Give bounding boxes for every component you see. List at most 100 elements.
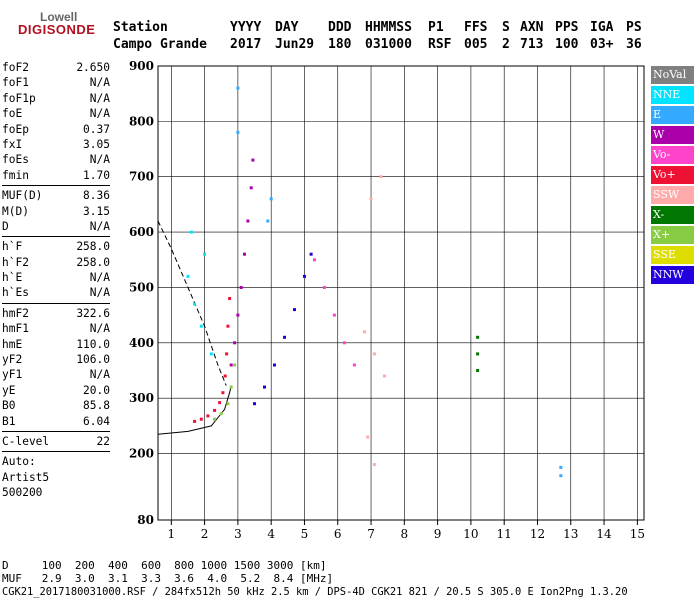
- echo-point: [476, 369, 480, 372]
- echo-point: [332, 313, 336, 317]
- echo-point: [251, 158, 255, 162]
- legend-item-noval: NoVal: [651, 66, 694, 84]
- direction-legend: NoVal NNE E W Vo- Vo+ SSW X- X+ SSE NNW: [651, 66, 694, 286]
- header-label-p1: P1: [428, 20, 444, 35]
- x-tick-label: 5: [301, 527, 309, 541]
- y-tick-label: 800: [129, 114, 154, 128]
- echo-point: [236, 86, 240, 90]
- profile-solid-line: [157, 385, 232, 435]
- series-oblique-ssw: [362, 175, 386, 467]
- echo-point: [233, 363, 237, 367]
- param-row: D N/A: [2, 219, 110, 234]
- echo-point: [225, 352, 229, 356]
- y-tick-label: 600: [129, 225, 154, 239]
- echo-point: [223, 374, 227, 378]
- header-label-yyyy: YYYY: [230, 20, 262, 35]
- echo-point: [313, 258, 316, 262]
- echo-point: [372, 463, 376, 467]
- param-name: foEs: [2, 153, 29, 167]
- echo-point: [342, 341, 346, 345]
- y-tick-label: 300: [129, 391, 154, 405]
- echo-point: [209, 352, 213, 356]
- footer-file-line: CGK21_2017180031000.RSF / 284fx512h 50 k…: [2, 586, 628, 598]
- header-label-ps: PS: [626, 20, 642, 35]
- auto-line: 500200: [2, 485, 110, 500]
- param-row: foF1p N/A: [2, 91, 110, 106]
- auto-code: 500200: [2, 486, 43, 500]
- header-value-p1: RSF: [428, 37, 452, 52]
- echo-point: [203, 252, 207, 256]
- header-label-ffs: FFS: [464, 20, 488, 35]
- legend-item-vo-plus: Vo+: [651, 166, 694, 184]
- param-value: 20.0: [83, 383, 110, 397]
- param-name: h`F2: [2, 255, 29, 269]
- x-tick-label: 13: [563, 527, 578, 541]
- param-name: yE: [2, 383, 16, 397]
- param-value: 110.0: [76, 337, 110, 351]
- echo-point: [229, 363, 233, 367]
- legend-item-w: W: [651, 126, 694, 144]
- param-name: MUF(D): [2, 189, 43, 203]
- param-row: foEp 0.37: [2, 122, 110, 137]
- x-tick-label: 14: [596, 527, 612, 541]
- x-tick-label: 12: [530, 527, 545, 541]
- legend-item-sse: SSE: [651, 246, 694, 264]
- echo-points: [186, 86, 563, 478]
- legend-item-ssw: SSW: [651, 186, 694, 204]
- echo-point: [249, 186, 253, 190]
- param-name: B0: [2, 399, 16, 413]
- header-value-s: 2: [502, 37, 510, 52]
- echo-point: [226, 324, 230, 328]
- header-value-station: Campo Grande: [113, 37, 207, 52]
- echo-point: [283, 335, 286, 339]
- echo-point: [206, 414, 210, 418]
- series-spread-nne: [186, 230, 213, 356]
- param-row: foEs N/A: [2, 152, 110, 167]
- param-row: h`F 258.0: [2, 239, 110, 254]
- header-value-yyyy: 2017: [230, 37, 262, 52]
- param-value: 322.6: [76, 306, 110, 320]
- x-tick-label: 15: [630, 527, 645, 541]
- echo-point: [193, 302, 197, 306]
- echo-point: [193, 419, 197, 423]
- param-row: hmF1 N/A: [2, 321, 110, 336]
- param-value: 258.0: [76, 240, 110, 254]
- divider: [2, 185, 110, 187]
- param-row: M(D) 3.15: [2, 204, 110, 219]
- header-label-ddd: DDD: [328, 20, 352, 35]
- echo-point: [303, 274, 306, 278]
- param-row: h`Es N/A: [2, 285, 110, 300]
- echo-point: [559, 474, 563, 478]
- echo-point: [263, 385, 266, 389]
- param-row: foE N/A: [2, 106, 110, 121]
- clevel-name: C-level: [2, 434, 50, 448]
- echo-point: [246, 219, 250, 223]
- echo-point: [352, 363, 356, 367]
- param-row: yF1 N/A: [2, 367, 110, 382]
- header-value-ffs: 005: [464, 37, 488, 52]
- param-value: N/A: [89, 91, 110, 105]
- series-multi-hop-3f: [313, 258, 356, 367]
- param-name: M(D): [2, 204, 29, 218]
- echo-point: [366, 435, 370, 439]
- y-tick-labels: 80 200 300 400 500 600 700 800 900: [129, 59, 154, 527]
- series-x-trace-f2: [213, 363, 237, 421]
- echo-point: [253, 402, 256, 406]
- header-label-day: DAY: [275, 20, 299, 35]
- param-row: foF2 2.650: [2, 60, 110, 75]
- y-tick-label: 200: [129, 447, 154, 461]
- echo-point: [219, 412, 223, 416]
- echo-point: [309, 252, 313, 256]
- param-name: foF1: [2, 76, 29, 90]
- echo-point: [226, 402, 230, 406]
- y-tick-label: 500: [129, 280, 154, 294]
- param-value: N/A: [89, 219, 110, 233]
- param-row: yE 20.0: [2, 383, 110, 398]
- param-name: fxI: [2, 137, 23, 151]
- param-value: N/A: [89, 271, 110, 285]
- logo-digisonde: DIGISONDE: [18, 22, 96, 37]
- scaled-parameters-panel: foF2 2.650 foF1 N/A foF1p N/A foE N/A foEp 0.…: [2, 60, 110, 501]
- echo-point: [476, 352, 480, 356]
- header-label-iga: IGA: [590, 20, 614, 35]
